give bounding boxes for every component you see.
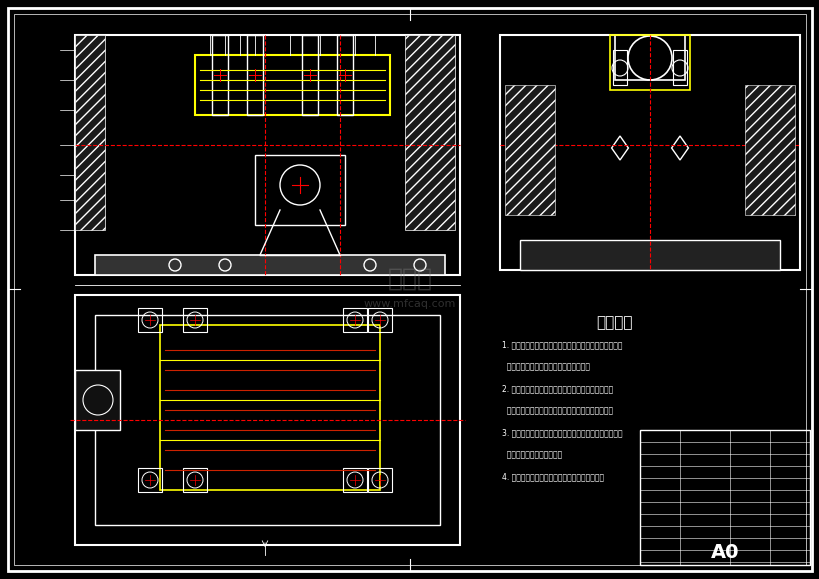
Bar [500,35,799,270]
Bar [160,325,379,490]
Text: 沐风网: 沐风网 [387,267,432,291]
Bar [75,35,105,230]
Text: 4. 紧距送盘中零外不允许续、纵、须纵率纵集。: 4. 紧距送盘中零外不允许续、纵、须纵率纵集。 [501,472,604,481]
Bar [368,468,391,492]
Bar [138,468,162,492]
Bar [337,35,352,115]
Bar [519,240,779,270]
Bar [183,468,206,492]
Text: 测是否能顺利经合套筒正力数进行置区。: 测是否能顺利经合套筒正力数进行置区。 [501,362,590,371]
Bar [405,35,455,230]
Bar [672,50,686,85]
Polygon shape [611,136,627,160]
Bar [614,35,684,80]
Bar [744,85,794,215]
Text: 3. 装配前应对零、铜件固定紧实小尺寸，特别是定位置配: 3. 装配前应对零、铜件固定紧实小尺寸，特别是定位置配 [501,428,622,437]
Bar [95,255,445,275]
Bar [95,315,440,525]
Text: www.mfcaq.com: www.mfcaq.com [364,299,455,309]
Bar [505,85,554,215]
Bar [75,370,120,430]
Polygon shape [671,136,688,160]
Bar [195,55,390,115]
Bar [342,468,367,492]
Bar [247,35,263,115]
Bar [368,308,391,332]
Text: A0: A0 [710,543,739,562]
Bar [613,50,627,85]
Text: 皮、锈生皮、卵像、百测、测可、爆色测率失去率。: 皮、锈生皮、卵像、百测、测可、爆色测率失去率。 [501,406,613,415]
Bar [138,308,162,332]
Text: 技术要求: 技术要求 [596,315,632,330]
Bar [639,430,809,565]
Text: 2. 零件表面既前必须清理清洁干净，不算有毛刺、飞: 2. 零件表面既前必须清理清洁干净，不算有毛刺、飞 [501,384,613,393]
Bar [183,308,206,332]
Bar [342,308,367,332]
Text: 1. 进入装配前零件及套筒（包括开脚件、外插件），需检: 1. 进入装配前零件及套筒（包括开脚件、外插件），需检 [501,340,622,349]
Bar [75,295,459,545]
Bar [301,35,318,115]
Bar [255,155,345,225]
Bar [212,35,228,115]
Bar [75,35,459,275]
Bar [609,35,689,90]
Text: 尺寸及锥形槽直通行使尘。: 尺寸及锥形槽直通行使尘。 [501,450,562,459]
